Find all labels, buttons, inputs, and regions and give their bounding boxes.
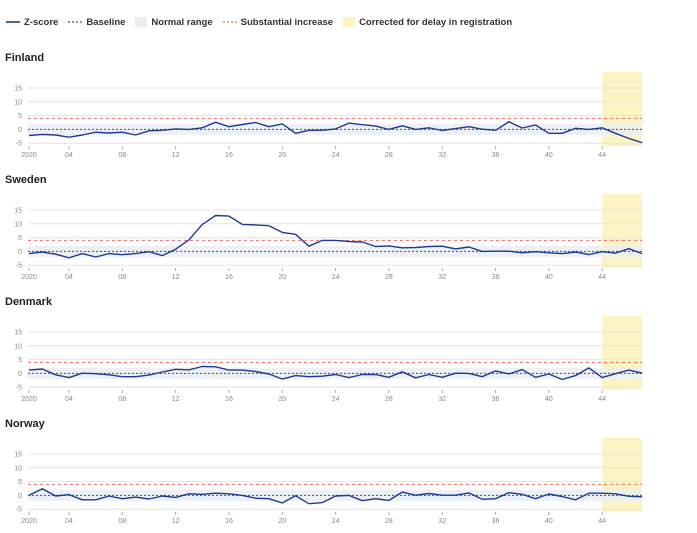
y-tick-label: -5 [16,507,22,514]
legend-item-baseline[interactable]: Baseline [68,17,125,28]
legend: Z-score Baseline Normal range Substantia… [6,14,522,30]
x-tick-label: 2020 [21,396,37,403]
chart-title-norway: Norway [5,418,46,430]
x-tick-label: 20 [278,396,286,403]
x-tick-label: 32 [438,518,446,525]
legend-item-substantial-increase[interactable]: Substantial increase [222,16,334,28]
x-tick-label: 36 [492,396,500,403]
legend-item-corrected[interactable]: Corrected for delay in registration [343,17,512,28]
legend-item-zscore[interactable]: Z-score [6,17,58,28]
chart-panel-sweden: Sweden 15 10 5 0 -5 2020 04 08 12 16 20 24 28 32 36 40 44 [5,174,643,281]
x-tick-label: 24 [332,274,340,281]
x-tick-label: 04 [65,518,73,525]
legend-label-corrected: Corrected for delay in registration [359,16,513,28]
x-tick-label: 20 [278,152,286,159]
chart-panel-norway: Norway 15 10 5 0 -5 2020 04 08 12 16 20 24 28 32 36 40 44 [5,418,643,525]
legend-label-substantial-increase: Substantial increase [240,16,334,28]
x-tick-label: 20 [278,518,286,525]
x-tick-label: 36 [492,274,500,281]
x-tick-label: 2020 [21,518,37,525]
zscore-line-denmark [28,365,643,381]
legend-item-normal-range[interactable]: Normal range [135,16,213,28]
zscore-line-sweden [28,214,643,259]
x-tick-label: 16 [225,274,233,281]
y-tick-label: 5 [18,357,22,364]
x-tick-label: 32 [438,396,446,403]
x-tick-label: 08 [118,274,126,281]
x-tick-label: 32 [438,274,446,281]
x-tick-label: 40 [545,396,553,403]
x-tick-label: 44 [598,518,606,525]
x-tick-label: 32 [438,152,446,159]
x-tick-label: 40 [545,518,553,525]
x-tick-label: 28 [385,274,393,281]
y-tick-label: 10 [14,343,22,350]
x-tick-label: 36 [492,152,500,159]
y-tick-label: 5 [18,479,22,486]
zscore-line-swatch [6,21,20,23]
chart-panel-finland: Finland 15 10 5 0 -5 2020 04 08 12 16 20 24 28 32 36 40 4… [5,52,643,159]
x-tick-label: 04 [65,152,73,159]
x-tick-label: 12 [172,518,180,525]
zscore-line-norway [28,488,643,505]
y-tick-label: -5 [16,263,22,270]
y-tick-label: 5 [18,235,22,242]
x-tick-label: 12 [172,396,180,403]
x-tick-label: 28 [385,152,393,159]
x-tick-label: 20 [278,274,286,281]
y-tick-label: -5 [16,385,22,392]
x-tick-label: 04 [65,274,73,281]
y-tick-label: 15 [14,452,22,459]
y-tick-label: 0 [18,249,22,256]
y-tick-label: 15 [14,86,22,93]
chart-panel-denmark: Denmark 15 10 5 0 -5 2020 04 08 12 16 20 24 28 32 36 40 4… [5,296,643,403]
y-tick-label: 10 [14,465,22,472]
x-tick-label: 16 [225,152,233,159]
x-tick-label: 44 [598,274,606,281]
x-tick-label: 24 [332,396,340,403]
y-tick-label: 15 [14,330,22,337]
legend-label-baseline: Baseline [86,16,126,28]
legend-label-zscore: Z-score [24,16,59,28]
zscore-line-finland [28,120,643,144]
corrected-swatch [343,17,356,27]
legend-label-normal-range: Normal range [151,16,213,28]
x-tick-label: 2020 [21,152,37,159]
y-tick-label: 0 [18,371,22,378]
y-tick-label: 0 [18,493,22,500]
normal-range-swatch [135,17,148,27]
x-tick-label: 16 [225,396,233,403]
chart-title-sweden: Sweden [5,174,47,186]
y-tick-label: 5 [18,113,22,120]
x-tick-label: 40 [545,274,553,281]
chart-title-denmark: Denmark [5,296,53,308]
x-tick-label: 44 [598,396,606,403]
x-tick-label: 08 [118,152,126,159]
x-tick-label: 24 [332,518,340,525]
x-tick-label: 08 [118,396,126,403]
x-tick-label: 24 [332,152,340,159]
y-tick-label: 15 [14,208,22,215]
x-tick-label: 16 [225,518,233,525]
x-tick-label: 2020 [21,274,37,281]
x-tick-label: 36 [492,518,500,525]
y-tick-label: 10 [14,221,22,228]
y-tick-label: 10 [14,99,22,106]
x-tick-label: 12 [172,274,180,281]
x-tick-label: 28 [385,396,393,403]
x-tick-label: 28 [385,518,393,525]
x-tick-label: 40 [545,152,553,159]
y-tick-label: 0 [18,127,22,134]
y-tick-label: -5 [16,141,22,148]
x-tick-label: 44 [598,152,606,159]
chart-title-finland: Finland [5,52,44,64]
x-tick-label: 04 [65,396,73,403]
x-tick-label: 08 [118,518,126,525]
x-tick-label: 12 [172,152,180,159]
